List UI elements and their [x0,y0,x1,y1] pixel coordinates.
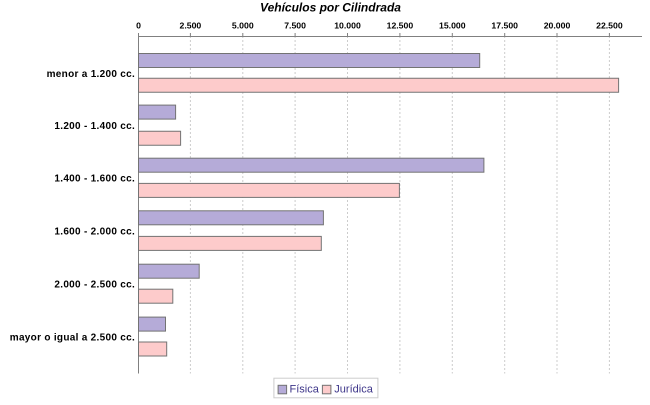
svg-text:2.000 - 2.500 cc.: 2.000 - 2.500 cc. [54,280,135,291]
svg-text:12.500: 12.500 [387,21,414,31]
svg-text:1.200 - 1.400 cc.: 1.200 - 1.400 cc. [54,121,135,132]
svg-text:15.000: 15.000 [439,21,466,31]
svg-text:7.500: 7.500 [284,21,306,31]
svg-text:0: 0 [136,21,141,31]
svg-text:1.600 - 2.000 cc.: 1.600 - 2.000 cc. [54,227,135,238]
svg-text:5.000: 5.000 [232,21,254,31]
svg-text:10.000: 10.000 [334,21,361,31]
svg-text:mayor o igual a 2.500 cc.: mayor o igual a 2.500 cc. [10,332,135,343]
svg-text:1.400 - 1.600 cc.: 1.400 - 1.600 cc. [54,174,135,185]
svg-text:Física: Física [290,384,320,396]
svg-text:20.000: 20.000 [544,21,571,31]
svg-text:Jurídica: Jurídica [334,384,373,396]
svg-text:Vehículos por Cilindrada: Vehículos por Cilindrada [260,0,401,14]
svg-text:22.500: 22.500 [596,21,623,31]
svg-text:2.500: 2.500 [180,21,202,31]
svg-text:17.500: 17.500 [491,21,518,31]
svg-text:menor a 1.200 cc.: menor a 1.200 cc. [47,69,135,80]
